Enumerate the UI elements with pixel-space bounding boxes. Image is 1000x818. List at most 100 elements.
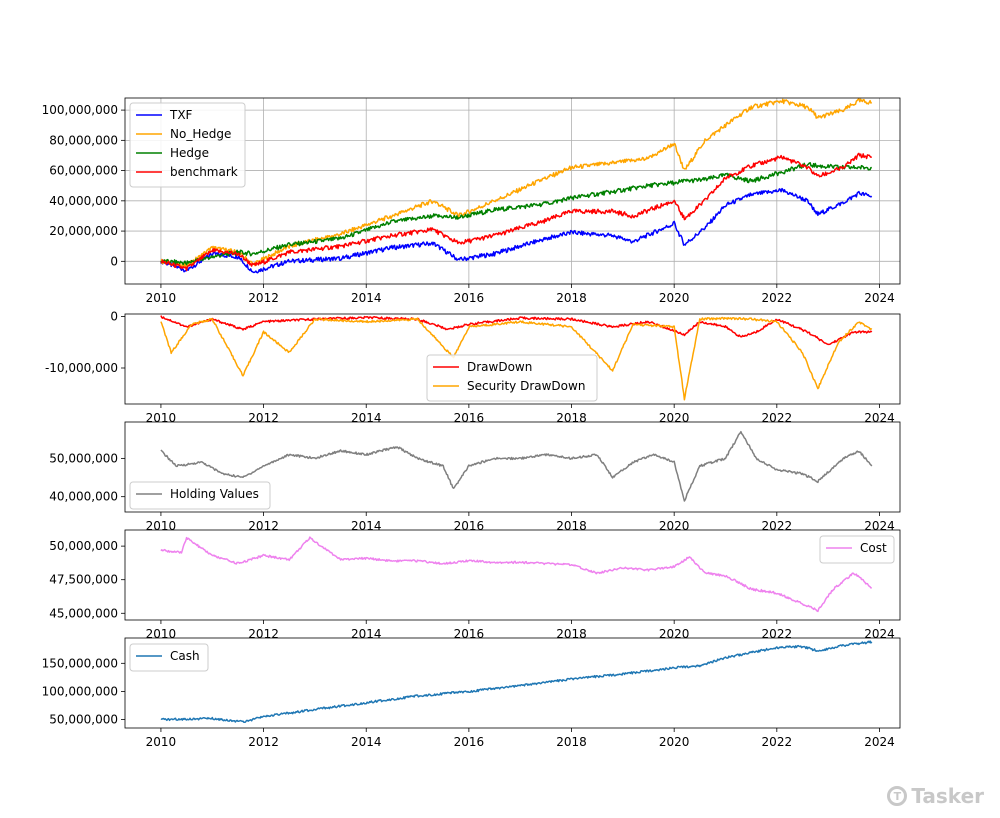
x-tick-label: 2020: [659, 411, 690, 425]
y-tick-label: -10,000,000: [45, 361, 118, 375]
axes-frame: [124, 97, 901, 285]
y-tick-label: 100,000,000: [42, 103, 118, 117]
x-tick-label: 2010: [146, 291, 177, 305]
legend-box: [129, 643, 209, 672]
x-tick-label: 2014: [351, 519, 382, 533]
legend-label: Security DrawDown: [467, 379, 585, 393]
x-tick-label: 2016: [454, 627, 485, 641]
x-tick-label: 2014: [351, 411, 382, 425]
legend-box: [129, 481, 271, 510]
x-tick-label: 2020: [659, 627, 690, 641]
legend-box: [819, 535, 895, 564]
x-tick-label: 2022: [762, 519, 793, 533]
legend: Cash: [129, 643, 209, 672]
legend-label: TXF: [169, 108, 193, 122]
x-tick-label: 2014: [351, 735, 382, 749]
x-tick-label: 2016: [454, 519, 485, 533]
x-tick-label: 2010: [146, 519, 177, 533]
y-tick-label: 100,000,000: [42, 684, 118, 698]
x-tick-label: 2024: [864, 627, 895, 641]
y-tick-label: 80,000,000: [49, 133, 118, 147]
y-tick-label: 40,000,000: [49, 490, 118, 504]
y-tick-label: 0: [110, 310, 118, 324]
series-line-security-drawdown: [160, 316, 873, 401]
x-tick-label: 2022: [762, 411, 793, 425]
chart-panel-3: 2010 2012 2014 2016 2018 2020 2022 2024 40,000,0…: [49, 421, 901, 533]
x-tick-label: 2012: [248, 519, 279, 533]
x-tick-label: 2012: [248, 735, 279, 749]
y-tick-label: 45,000,000: [49, 606, 118, 620]
series-line-cost: [160, 536, 872, 613]
y-tick-label: 50,000,000: [49, 713, 118, 727]
x-tick-label: 2014: [351, 627, 382, 641]
x-tick-label: 2024: [864, 411, 895, 425]
axes-frame: [124, 421, 901, 513]
legend-label: benchmark: [170, 165, 238, 179]
x-tick-label: 2016: [454, 735, 485, 749]
x-tick-label: 2018: [556, 411, 587, 425]
x-tick-label: 2020: [659, 735, 690, 749]
series-line-holding-values: [160, 430, 873, 502]
x-tick-label: 2012: [248, 411, 279, 425]
y-tick-label: 50,000,000: [49, 451, 118, 465]
y-tick-label: 50,000,000: [49, 539, 118, 553]
legend-box: [129, 102, 246, 188]
y-tick-label: 47,500,000: [49, 573, 118, 587]
x-tick-label: 2010: [146, 411, 177, 425]
chart-panel-1: 2010 2012 2014 2016 2018 2020 2022 2024 0 20,000,…: [42, 97, 901, 305]
legend-label: DrawDown: [467, 360, 532, 374]
series-group: [160, 640, 873, 724]
legend: DrawDown Security DrawDown: [426, 354, 598, 402]
x-tick-label: 2018: [556, 519, 587, 533]
watermark-text: Tasker: [911, 784, 984, 808]
series-line-cash: [160, 640, 873, 724]
x-tick-label: 2010: [146, 627, 177, 641]
chart-panel-2: 2010 2012 2014 2016 2018 2020 2022 2024 0 -10,000…: [45, 310, 901, 425]
x-tick-label: 2012: [248, 627, 279, 641]
series-line-benchmark: [160, 152, 872, 272]
chart-panel-4: 2010 2012 2014 2016 2018 2020 2022 2024 45,000,0…: [49, 529, 901, 641]
series-line-drawdown: [160, 315, 873, 346]
axes-frame: [124, 637, 901, 729]
legend: Cost: [819, 535, 895, 564]
legend: Holding Values: [129, 481, 271, 510]
x-tick-label: 2022: [762, 291, 793, 305]
series-group: [160, 536, 872, 613]
x-tick-label: 2022: [762, 627, 793, 641]
legend-label: Hedge: [170, 146, 209, 160]
x-tick-label: 2016: [454, 411, 485, 425]
x-tick-label: 2012: [248, 291, 279, 305]
y-tick-label: 60,000,000: [49, 164, 118, 178]
x-tick-label: 2024: [864, 291, 895, 305]
series-group: [160, 98, 873, 274]
x-tick-label: 2018: [556, 735, 587, 749]
watermark: T Tasker: [887, 784, 984, 808]
legend-label: No_Hedge: [170, 127, 231, 141]
series-group: [160, 430, 873, 502]
y-tick-label: 20,000,000: [49, 224, 118, 238]
legend-label: Holding Values: [170, 487, 259, 501]
legend-box: [426, 354, 598, 402]
series-group: [160, 315, 873, 401]
axes-frame: [124, 529, 901, 621]
legend-label: Cost: [860, 541, 887, 555]
x-tick-label: 2020: [659, 519, 690, 533]
x-tick-label: 2018: [556, 627, 587, 641]
chart-panel-5: 2010 2012 2014 2016 2018 2020 2022 2024 50,000,0…: [42, 637, 901, 749]
x-tick-label: 2016: [454, 291, 485, 305]
legend: TXF No_Hedge Hedge benchmark: [129, 102, 246, 188]
x-tick-label: 2024: [864, 519, 895, 533]
series-line-no-hedge: [160, 98, 873, 268]
axes-frame: [124, 313, 901, 405]
x-tick-label: 2022: [762, 735, 793, 749]
x-tick-label: 2024: [864, 735, 895, 749]
legend-label: Cash: [170, 649, 200, 663]
y-tick-label: 0: [110, 254, 118, 268]
tasker-logo-icon: T: [887, 786, 908, 806]
series-line-hedge: [160, 162, 872, 266]
series-line-txf: [160, 187, 873, 274]
x-tick-label: 2014: [351, 291, 382, 305]
y-tick-label: 150,000,000: [42, 656, 118, 670]
x-tick-label: 2018: [556, 291, 587, 305]
